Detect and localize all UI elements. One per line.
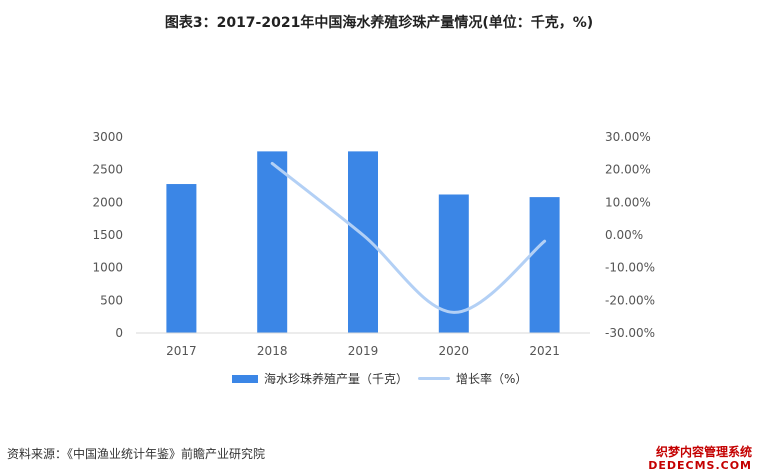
x-tick-label-2019: 2019 bbox=[348, 344, 379, 358]
bar-series bbox=[166, 151, 560, 333]
y-right-tick-label: 30.00% bbox=[605, 130, 651, 144]
x-tick-label-2018: 2018 bbox=[257, 344, 288, 358]
legend-item-line: 增长率（%） bbox=[418, 370, 527, 387]
bar-2018 bbox=[257, 151, 288, 333]
x-tick-label-2021: 2021 bbox=[529, 344, 560, 358]
source-note: 资料来源：《中国渔业统计年鉴》前瞻产业研究院 bbox=[7, 447, 266, 461]
right-axis: -30.00% -20.00% -10.00% 0.00% 10.00% 20.00% 30… bbox=[605, 130, 655, 340]
x-tick-label-2017: 2017 bbox=[166, 344, 197, 358]
legend-item-bar: 海水珍珠养殖产量（千克） bbox=[232, 370, 408, 387]
y-left-tick-label: 2000 bbox=[92, 195, 123, 209]
legend-bar-swatch bbox=[232, 374, 258, 383]
x-axis: 2017 2018 2019 2020 2021 bbox=[136, 332, 590, 358]
y-right-tick-label: 0.00% bbox=[605, 228, 643, 242]
x-tick-label-2020: 2020 bbox=[439, 344, 470, 358]
y-left-tick-label: 3000 bbox=[92, 130, 123, 144]
y-left-tick-label: 1500 bbox=[92, 228, 123, 242]
bar-2021 bbox=[529, 197, 560, 333]
y-right-tick-label: 10.00% bbox=[605, 195, 651, 209]
y-left-tick-label: 2500 bbox=[92, 163, 123, 177]
y-left-tick-label: 500 bbox=[100, 293, 123, 307]
line-series bbox=[270, 161, 547, 314]
chart-title: 图表3：2017-2021年中国海水养殖珍珠产量情况(单位：千克，%) bbox=[164, 15, 594, 31]
y-right-tick-label: -10.00% bbox=[605, 261, 655, 275]
badge-line1: 织梦内容管理系统 bbox=[655, 445, 752, 459]
y-right-tick-label: -20.00% bbox=[605, 293, 655, 307]
growth-rate-line bbox=[270, 161, 547, 314]
legend-line-swatch bbox=[418, 377, 450, 380]
y-left-tick-label: 1000 bbox=[92, 261, 123, 275]
y-left-tick-label: 0 bbox=[115, 326, 123, 340]
y-right-tick-label: -30.00% bbox=[605, 326, 655, 340]
legend-bar-label: 海水珍珠养殖产量（千克） bbox=[264, 372, 409, 386]
legend-line-label: 增长率（%） bbox=[456, 372, 528, 386]
badge-line2: DEDECMS.COM bbox=[648, 459, 752, 472]
y-right-tick-label: 20.00% bbox=[605, 163, 651, 177]
site-badge: 织梦内容管理系统 DEDECMS.COM bbox=[648, 445, 752, 473]
left-axis: 0 500 1000 1500 2000 2500 3000 bbox=[92, 130, 123, 340]
bar-2017 bbox=[166, 184, 197, 333]
bar-2019 bbox=[348, 151, 378, 333]
